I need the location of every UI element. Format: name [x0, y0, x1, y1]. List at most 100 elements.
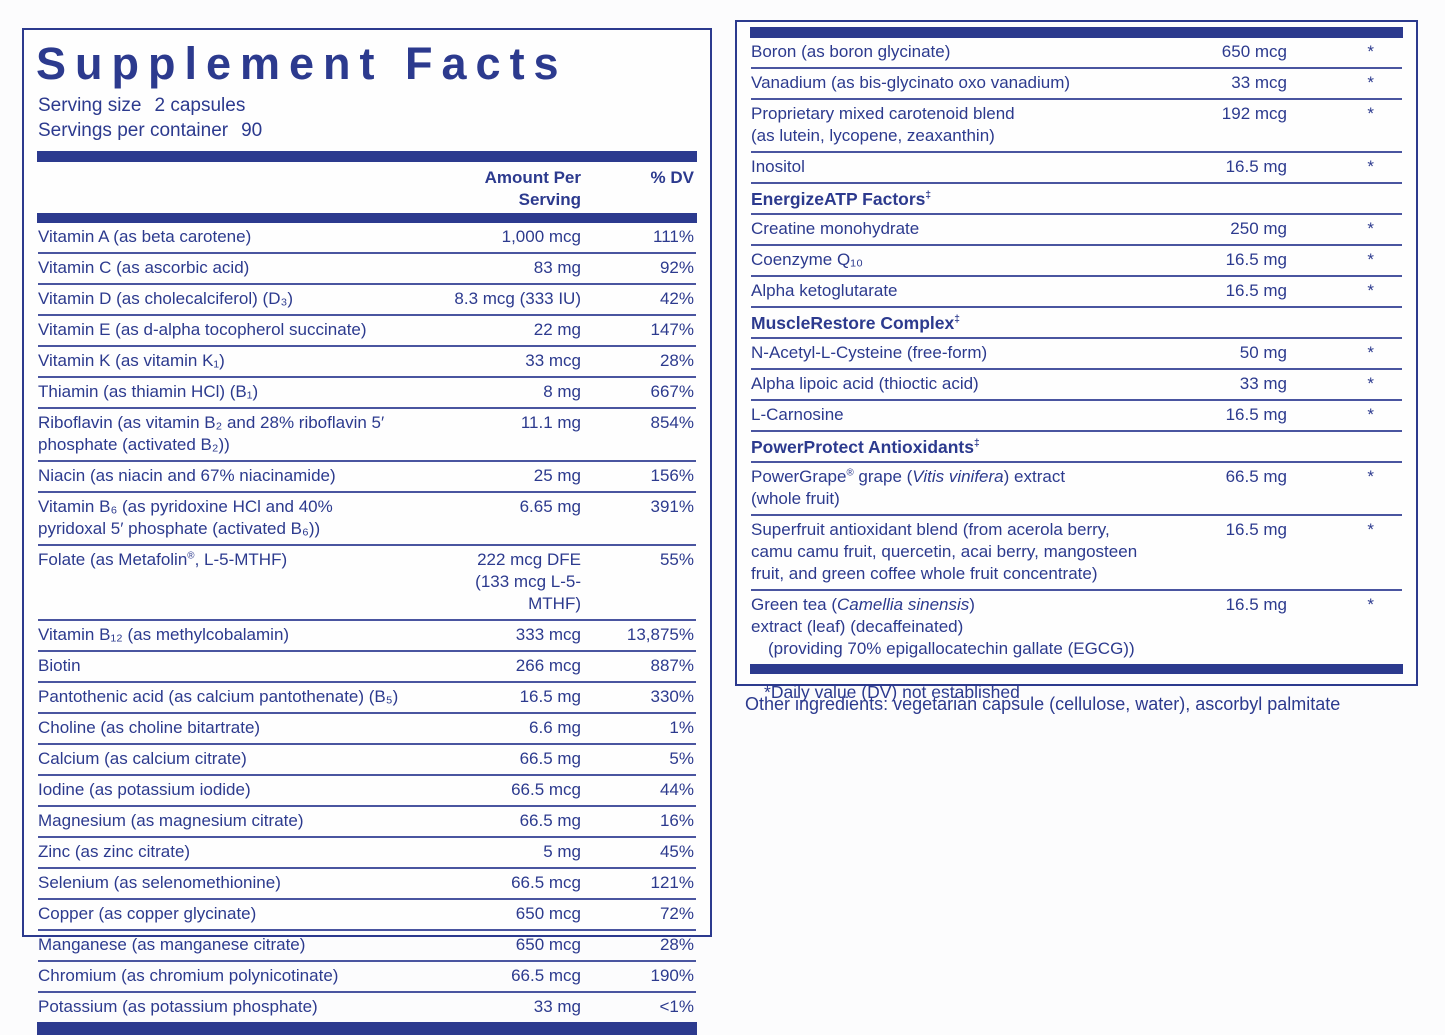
section-header: PowerProtect Antioxidants‡: [751, 430, 1402, 461]
ingredient-dv: *: [1367, 42, 1374, 61]
section-header: MuscleRestore Complex‡: [751, 306, 1402, 337]
ingredient-name: Riboflavin (as vitamin B₂ and 28% ribofl…: [38, 412, 385, 454]
ingredient-dv: 667%: [650, 381, 694, 401]
ingredient-amount: 650 mcg: [1221, 42, 1287, 61]
divider-bar-thick: [750, 664, 1403, 674]
ingredient-dv: 13,875%: [626, 624, 694, 644]
table-row: Choline (as choline bitartrate) 6.6 mg 1%: [38, 711, 696, 743]
ingredient-amount: 16.5 mg: [1225, 520, 1287, 539]
ingredient-dv: *: [1367, 73, 1374, 92]
daily-value-footnote: *Daily value (DV) not established: [737, 674, 1416, 713]
table-row: Coenzyme Q₁₀ 16.5 mg *: [751, 244, 1402, 275]
serving-size-label: Serving size: [38, 94, 142, 116]
ingredient-amount: 16.5 mg: [1225, 595, 1287, 614]
footnote-symbol: *: [764, 682, 771, 702]
other-ingredients-text: Other ingredients: vegetarian capsule (c…: [745, 694, 1341, 714]
table-row: Calcium (as calcium citrate) 66.5 mg 5%: [38, 742, 696, 774]
ingredient-dv: *: [1367, 595, 1374, 614]
table-row: Vitamin C (as ascorbic acid) 83 mg 92%: [38, 251, 696, 283]
divider-bar-thick: [37, 212, 697, 223]
ingredient-amount: 66.5 mcg: [511, 872, 581, 892]
footnote-text: Daily value (DV) not established: [770, 682, 1020, 702]
ingredient-dv: 1%: [669, 717, 694, 737]
ingredient-amount: 33 mg: [533, 996, 581, 1016]
servings-per-container-value: 90: [241, 119, 263, 141]
ingredient-amount: 66.5 mg: [1225, 467, 1287, 486]
table-row: Vanadium (as bis-glycinato oxo vanadium)…: [751, 67, 1402, 98]
divider-bar-thick: [37, 1021, 697, 1035]
ingredient-amount: 33 mcg: [1231, 73, 1287, 92]
ingredient-amount: 8.3 mcg (333 IU): [454, 288, 581, 308]
ingredient-name: Alpha ketoglutarate: [751, 281, 898, 300]
table-row: Proprietary mixed carotenoid blend (as l…: [751, 98, 1402, 151]
ingredient-dv: 72%: [659, 903, 694, 923]
page-title: Supplement Facts: [36, 38, 568, 89]
ingredient-dv: 16%: [659, 810, 694, 830]
table-row: Copper (as copper glycinate) 650 mcg 72%: [38, 897, 696, 929]
table-row: Pantothenic acid (as calcium pantothenat…: [38, 680, 696, 712]
ingredient-name: Thiamin (as thiamin HCl) (B₁): [38, 381, 259, 401]
ingredient-amount: 266 mcg: [515, 655, 581, 675]
ingredient-name: Vitamin B₁₂ (as methylcobalamin): [38, 624, 290, 644]
table-row: Folate (as Metafolin®, L-5-MTHF) 222 mcg …: [38, 543, 696, 619]
ingredient-dv: 42%: [659, 288, 694, 308]
ingredient-amount: 25 mg: [533, 465, 581, 485]
ingredient-amount: 16.5 mg: [519, 686, 581, 706]
ingredient-dv: 92%: [659, 257, 694, 277]
ingredient-amount: 250 mg: [1230, 219, 1287, 238]
ingredient-dv: 44%: [659, 779, 694, 799]
ingredient-amount: 8 mg: [543, 381, 581, 401]
ingredient-dv: *: [1367, 157, 1374, 176]
ingredient-amount: 16.5 mg: [1225, 157, 1287, 176]
servings-per-container-line: Servings per container 90: [38, 118, 696, 143]
ingredient-name: Superfruit antioxidant blend (from acero…: [751, 520, 1138, 583]
table-row: Vitamin B₆ (as pyridoxine HCl and 40% py…: [38, 490, 696, 544]
table-row: L-Carnosine 16.5 mg *: [751, 399, 1402, 430]
ingredient-name: Potassium (as potassium phosphate): [38, 996, 318, 1016]
ingredient-name: Manganese (as manganese citrate): [38, 934, 306, 954]
ingredient-name: Boron (as boron glycinate): [751, 42, 951, 61]
table-row: Alpha ketoglutarate 16.5 mg *: [751, 275, 1402, 306]
table-row: Boron (as boron glycinate) 650 mcg *: [751, 38, 1402, 67]
ingredient-name: Vitamin C (as ascorbic acid): [38, 257, 250, 277]
table-row: Alpha lipoic acid (thioctic acid) 33 mg *: [751, 368, 1402, 399]
ingredient-amount: 66.5 mcg: [511, 779, 581, 799]
ingredient-dv: 28%: [659, 934, 694, 954]
table-row: Chromium (as chromium polynicotinate) 66.…: [38, 959, 696, 991]
table-row: Vitamin K (as vitamin K₁) 33 mcg 28%: [38, 344, 696, 376]
ingredient-name: PowerGrape® grape (Vitis vinifera) extra…: [751, 467, 1066, 508]
ingredient-amount: 192 mcg: [1221, 104, 1287, 123]
ingredient-amount: 650 mcg: [515, 903, 581, 923]
ingredient-dv: 147%: [650, 319, 694, 339]
ingredient-name: Vanadium (as bis-glycinato oxo vanadium): [751, 73, 1071, 92]
ingredient-dv: 854%: [650, 412, 694, 432]
ingredient-dv: 887%: [650, 655, 694, 675]
ingredient-amount: 16.5 mg: [1225, 281, 1287, 300]
ingredient-name: Vitamin B₆ (as pyridoxine HCl and 40% py…: [38, 496, 333, 538]
divider-bar-thick: [37, 150, 697, 162]
ingredient-dv: 45%: [659, 841, 694, 861]
ingredient-amount: 83 mg: [533, 257, 581, 277]
ingredient-amount: 6.65 mg: [519, 496, 581, 516]
ingredient-dv: 391%: [650, 496, 694, 516]
table-row: N-Acetyl-L-Cysteine (free-form) 50 mg *: [751, 337, 1402, 368]
ingredient-amount: 33 mg: [1239, 374, 1287, 393]
amount-column-header: Amount Per Serving: [484, 167, 581, 209]
table-row: Manganese (as manganese citrate) 650 mcg 2…: [38, 928, 696, 960]
ingredient-amount: 1,000 mcg: [501, 226, 581, 246]
table-row: Iodine (as potassium iodide) 66.5 mcg 44%: [38, 773, 696, 805]
ingredient-name: Copper (as copper glycinate): [38, 903, 257, 923]
ingredient-dv: 156%: [650, 465, 694, 485]
ingredient-amount: 222 mcg DFE (133 mcg L-5-MTHF): [475, 549, 581, 613]
table-row: Vitamin E (as d-alpha tocopherol succina…: [38, 313, 696, 345]
ingredient-name: Inositol: [751, 157, 805, 176]
ingredient-dv: *: [1367, 520, 1374, 539]
serving-size-value: 2 capsules: [154, 94, 246, 116]
ingredient-dv: *: [1367, 467, 1374, 486]
column-headers: Amount Per Serving % DV: [38, 162, 696, 213]
dv-column-header: % DV: [650, 167, 694, 187]
ingredient-dv: 190%: [650, 965, 694, 985]
ingredient-name: N-Acetyl-L-Cysteine (free-form): [751, 343, 988, 362]
table-row: Niacin (as niacin and 67% niacinamide) 25…: [38, 459, 696, 491]
ingredient-dv: 28%: [659, 350, 694, 370]
